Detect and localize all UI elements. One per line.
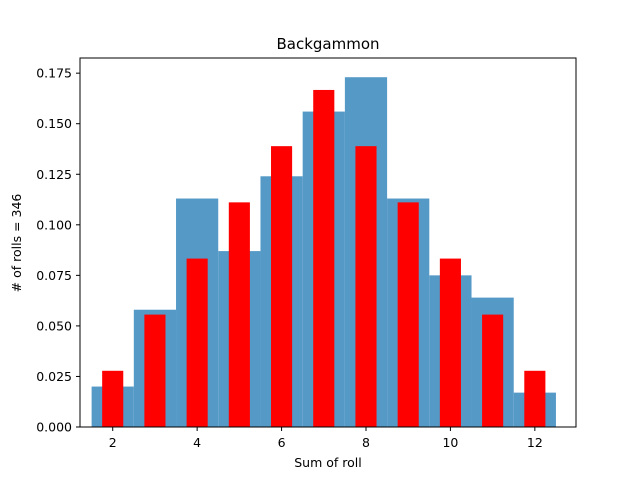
y-tick-label: 0.075 (36, 268, 72, 283)
chart-title: Backgammon (276, 35, 379, 53)
y-tick-label: 0.050 (36, 318, 72, 333)
x-tick-label: 12 (527, 435, 543, 450)
theoretical-bar-11 (482, 314, 504, 427)
theoretical-bar-2 (102, 370, 124, 427)
theoretical-bar-3 (144, 314, 166, 427)
x-tick-label: 8 (362, 435, 370, 450)
y-tick-label: 0.175 (36, 66, 72, 81)
theoretical-bar-6 (271, 146, 293, 427)
theoretical-bar-5 (228, 202, 250, 427)
y-axis-ticks: 0.000 0.025 0.050 0.075 0.100 0.125 0.150 0.175 (36, 66, 80, 435)
x-axis-label: Sum of roll (294, 455, 362, 470)
y-tick-label: 0.125 (36, 167, 72, 182)
y-tick-label: 0.150 (36, 116, 72, 131)
theoretical-series (102, 89, 546, 428)
theoretical-bar-7 (313, 89, 335, 428)
theoretical-bar-12 (524, 370, 546, 427)
x-tick-label: 10 (442, 435, 458, 450)
x-tick-label: 2 (109, 435, 117, 450)
x-tick-label: 6 (278, 435, 286, 450)
plot-frame (79, 57, 577, 428)
theoretical-bar-8 (355, 146, 377, 427)
theoretical-bar-4 (186, 258, 208, 427)
x-axis-ticks: 2 4 6 8 10 12 (109, 427, 543, 450)
y-tick-label: 0.100 (36, 217, 72, 232)
y-tick-label: 0.000 (36, 420, 72, 435)
x-tick-label: 4 (193, 435, 201, 450)
theoretical-bar-10 (439, 258, 461, 427)
y-tick-label: 0.025 (36, 369, 72, 384)
theoretical-bar-9 (397, 202, 419, 427)
y-axis-label: # of rolls = 346 (9, 194, 24, 293)
